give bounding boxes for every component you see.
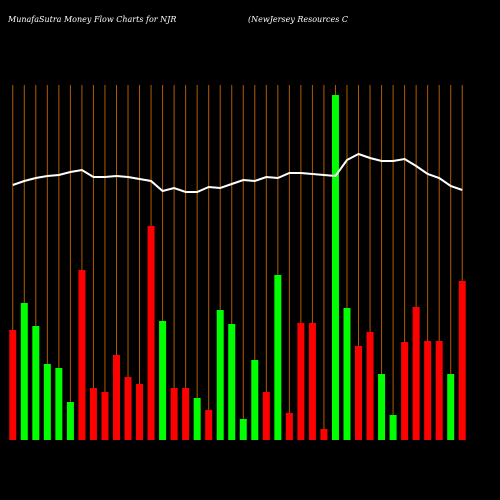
bar (251, 360, 259, 440)
bar (182, 388, 190, 440)
bar (331, 95, 339, 440)
bar (9, 330, 17, 440)
bar (205, 410, 213, 440)
bar (20, 303, 28, 440)
bar (308, 323, 316, 440)
bar (78, 270, 86, 440)
bar (424, 341, 432, 440)
bar (43, 364, 51, 440)
bar (170, 388, 178, 440)
bar (262, 392, 270, 440)
chart-title: MunafaSutra Money Flow Charts for NJR (7, 15, 176, 24)
line (12, 152, 463, 193)
bar (435, 341, 443, 440)
bar (239, 419, 247, 440)
bar (89, 388, 97, 440)
bar (366, 332, 374, 440)
bar (297, 323, 305, 440)
bar (320, 429, 328, 440)
bar (216, 310, 224, 440)
bar (124, 377, 132, 440)
bar (401, 342, 409, 440)
bar (159, 321, 167, 440)
bar (458, 281, 466, 440)
bar (32, 326, 40, 440)
bar (136, 384, 144, 440)
bar (343, 308, 351, 440)
bar (389, 415, 397, 440)
bar (378, 374, 386, 440)
bar (447, 374, 455, 440)
bar (112, 355, 120, 440)
bar (355, 346, 363, 440)
bar (285, 413, 293, 440)
bar (55, 368, 63, 440)
bar (66, 402, 74, 440)
bar (101, 392, 109, 440)
bar (228, 324, 236, 440)
bar (412, 307, 420, 440)
chart-subtitle: (NewJersey Resources C (248, 15, 348, 24)
bar (274, 275, 282, 440)
bar (147, 226, 155, 440)
bar (193, 398, 201, 440)
